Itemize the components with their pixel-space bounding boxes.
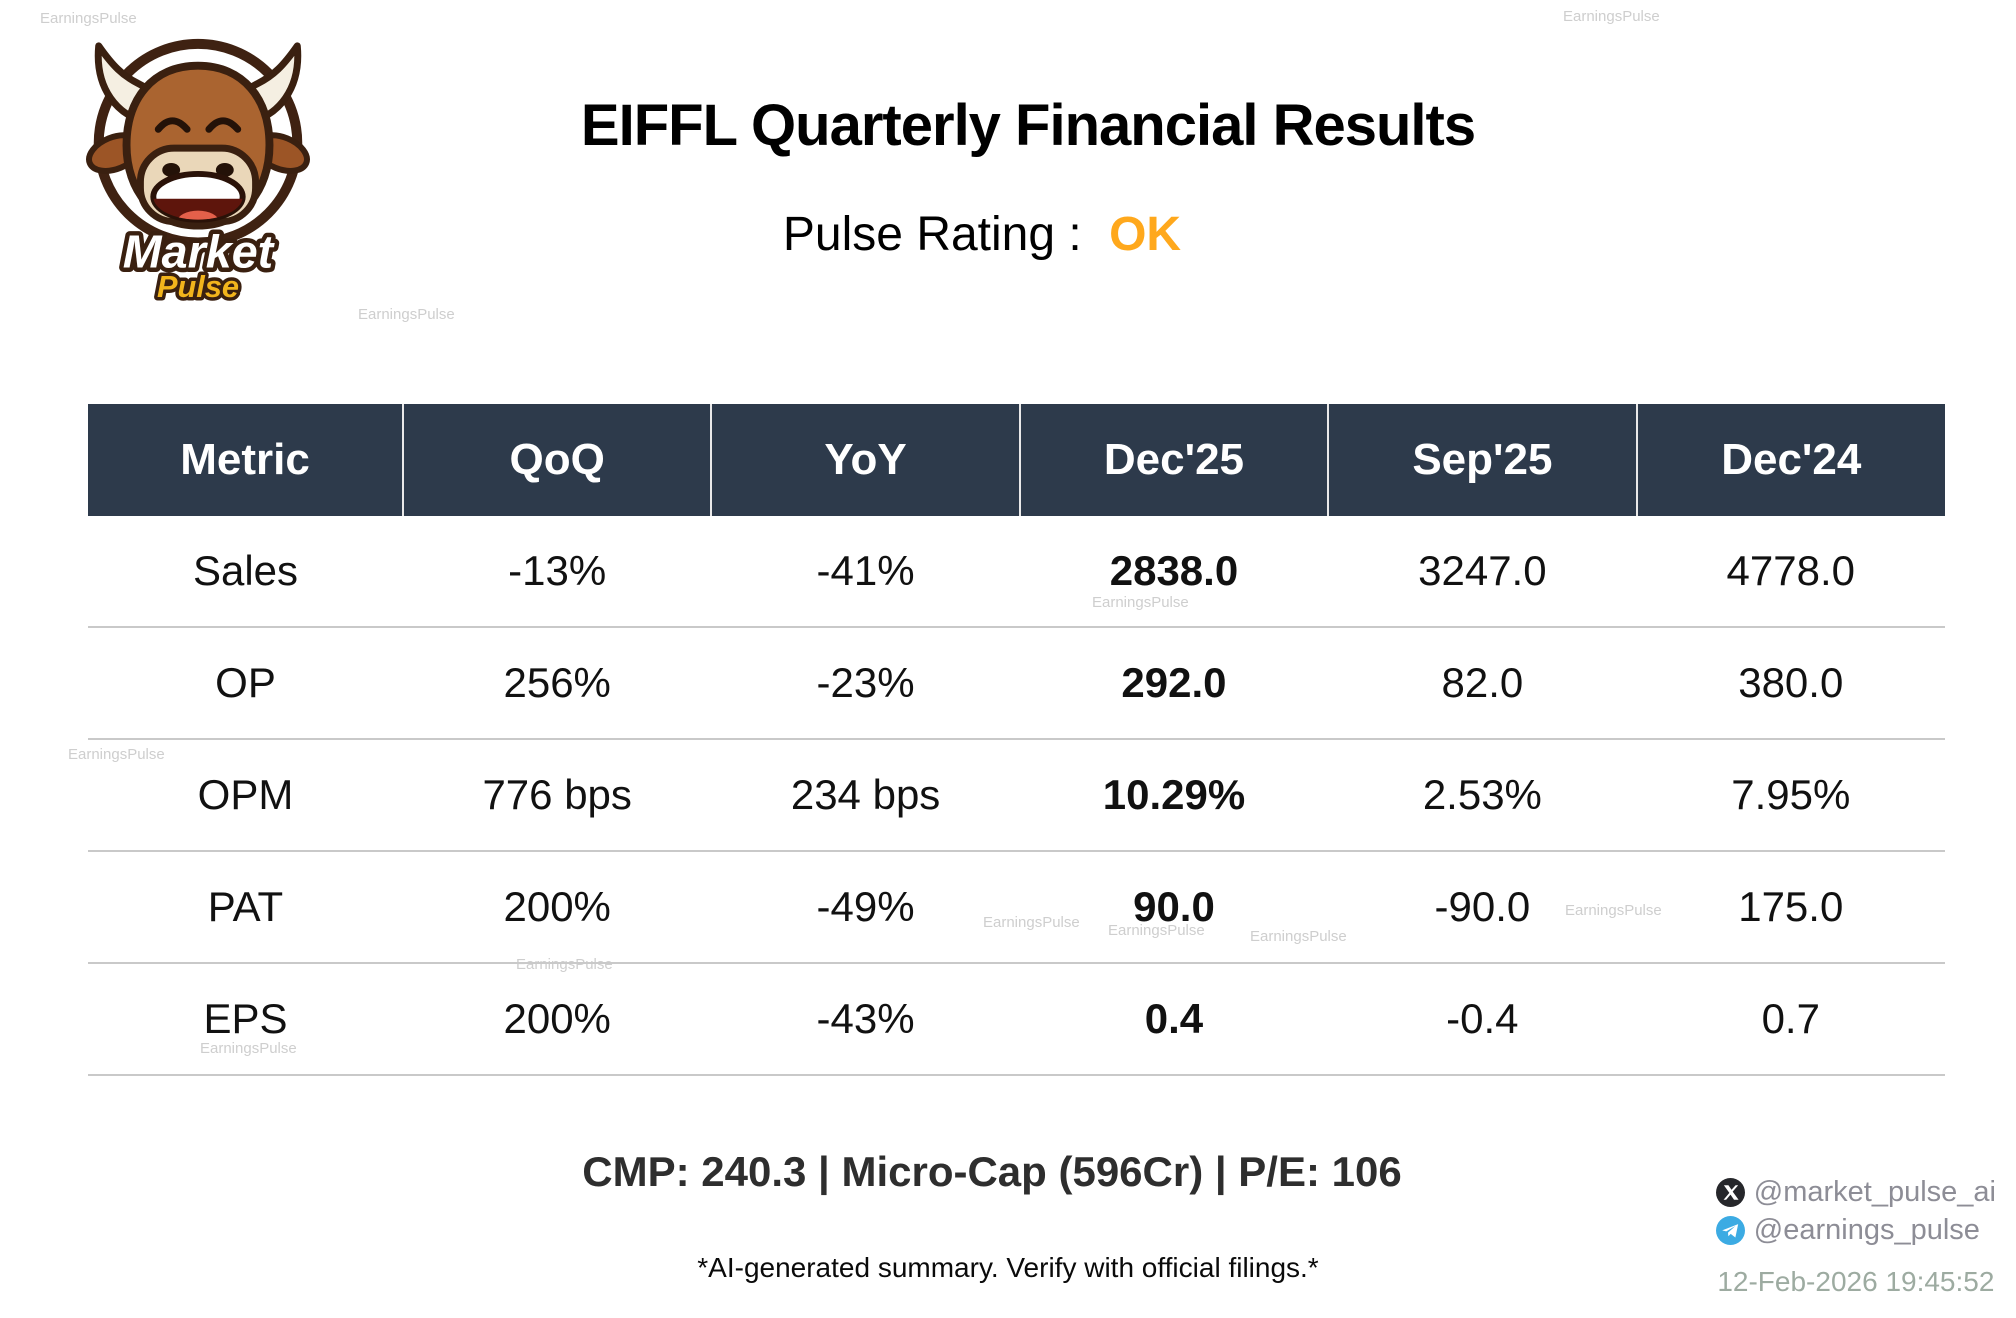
page-title: EIFFL Quarterly Financial Results bbox=[580, 93, 1476, 158]
cell-latest: 10.29% bbox=[1019, 739, 1329, 852]
timestamp: 12-Feb-2026 19:45:52 bbox=[1717, 1266, 1995, 1297]
logo-pulse-text: Pulse bbox=[157, 269, 239, 304]
telegram-handle-row: @earnings_pulse bbox=[1715, 1214, 1980, 1247]
social-links: @market_pulse_ai @earnings_pulse 12-Feb-… bbox=[1715, 1176, 1996, 1298]
cell-metric: OP bbox=[88, 627, 403, 740]
results-table-body: Sales -13% -41% 2838.0 3247.0 4778.0 OP 256% -23… bbox=[88, 516, 1945, 1076]
cell-year_ago: 175.0 bbox=[1636, 851, 1945, 964]
x-handle: @market_pulse_ai bbox=[1753, 1176, 1996, 1208]
table-row: EPS 200% -43% 0.4 -0.4 0.7 bbox=[88, 963, 1945, 1076]
header-cell: Metric bbox=[88, 404, 404, 516]
cell-yoy: -43% bbox=[711, 963, 1020, 1076]
cell-yoy: 234 bps bbox=[711, 739, 1020, 852]
header-cell: Dec'25 bbox=[1019, 404, 1330, 516]
cell-previous: -90.0 bbox=[1328, 851, 1637, 964]
header-cell: Sep'25 bbox=[1328, 404, 1638, 516]
market-pulse-logo: Market Pulse bbox=[56, 26, 340, 308]
table-row: PAT 200% -49% 90.0 -90.0 175.0 bbox=[88, 851, 1945, 964]
cell-previous: 2.53% bbox=[1328, 739, 1637, 852]
cell-yoy: -49% bbox=[711, 851, 1020, 964]
table-row: Sales -13% -41% 2838.0 3247.0 4778.0 bbox=[88, 516, 1945, 628]
table-row: OPM 776 bps 234 bps 10.29% 2.53% 7.95% bbox=[88, 739, 1945, 852]
telegram-handle: @earnings_pulse bbox=[1753, 1214, 1980, 1246]
disclaimer-text: *AI-generated summary. Verify with offic… bbox=[697, 1252, 1319, 1283]
cell-qoq: 256% bbox=[403, 627, 712, 740]
cell-metric: Sales bbox=[88, 516, 403, 628]
cell-year_ago: 7.95% bbox=[1636, 739, 1945, 852]
cell-yoy: -41% bbox=[711, 516, 1020, 628]
pulse-rating-label: Pulse Rating : bbox=[782, 208, 1082, 261]
cell-metric: EPS bbox=[88, 963, 403, 1076]
cell-qoq: 200% bbox=[403, 851, 712, 964]
pulse-rating-line: Pulse Rating : OK bbox=[294, 207, 1670, 262]
financial-results-table: Metric QoQ YoY Dec'25 Sep'25 Dec'24 Sales -13%… bbox=[88, 404, 1945, 1076]
x-handle-row: @market_pulse_ai bbox=[1715, 1176, 1996, 1209]
cell-metric: OPM bbox=[88, 739, 403, 852]
header-cell: QoQ bbox=[403, 404, 713, 516]
cell-year_ago: 4778.0 bbox=[1636, 516, 1945, 628]
header-block: EIFFL Quarterly Financial Results Pulse … bbox=[340, 92, 1716, 262]
telegram-icon bbox=[1715, 1216, 1745, 1245]
cell-metric: PAT bbox=[88, 851, 403, 964]
watermark-text: EarningsPulse bbox=[358, 306, 455, 323]
table-header-row: Metric QoQ YoY Dec'25 Sep'25 Dec'24 bbox=[88, 404, 1945, 516]
cell-qoq: -13% bbox=[403, 516, 712, 628]
bull-mascot-icon: Market Pulse bbox=[86, 38, 310, 308]
watermark-text: EarningsPulse bbox=[40, 10, 137, 27]
cell-qoq: 200% bbox=[403, 963, 712, 1076]
pulse-rating-value: OK bbox=[1109, 208, 1182, 261]
header-cell: Dec'24 bbox=[1636, 404, 1945, 516]
cell-year_ago: 380.0 bbox=[1636, 627, 1945, 740]
logo-market-text: Market bbox=[123, 225, 276, 277]
cell-latest: 2838.0 bbox=[1019, 516, 1329, 628]
header-cell: YoY bbox=[711, 404, 1021, 516]
cell-latest: 0.4 bbox=[1019, 963, 1329, 1076]
cell-yoy: -23% bbox=[711, 627, 1020, 740]
cell-latest: 292.0 bbox=[1019, 627, 1329, 740]
cell-latest: 90.0 bbox=[1019, 851, 1329, 964]
table-row: OP 256% -23% 292.0 82.0 380.0 bbox=[88, 627, 1945, 740]
cell-previous: 3247.0 bbox=[1328, 516, 1637, 628]
summary-line: CMP: 240.3 | Micro-Cap (596Cr) | P/E: 10… bbox=[582, 1148, 1402, 1195]
cell-year_ago: 0.7 bbox=[1636, 963, 1945, 1076]
watermark-text: EarningsPulse bbox=[1563, 8, 1660, 25]
x-icon bbox=[1715, 1178, 1745, 1207]
cell-previous: -0.4 bbox=[1328, 963, 1637, 1076]
cell-previous: 82.0 bbox=[1328, 627, 1637, 740]
cell-qoq: 776 bps bbox=[403, 739, 712, 852]
